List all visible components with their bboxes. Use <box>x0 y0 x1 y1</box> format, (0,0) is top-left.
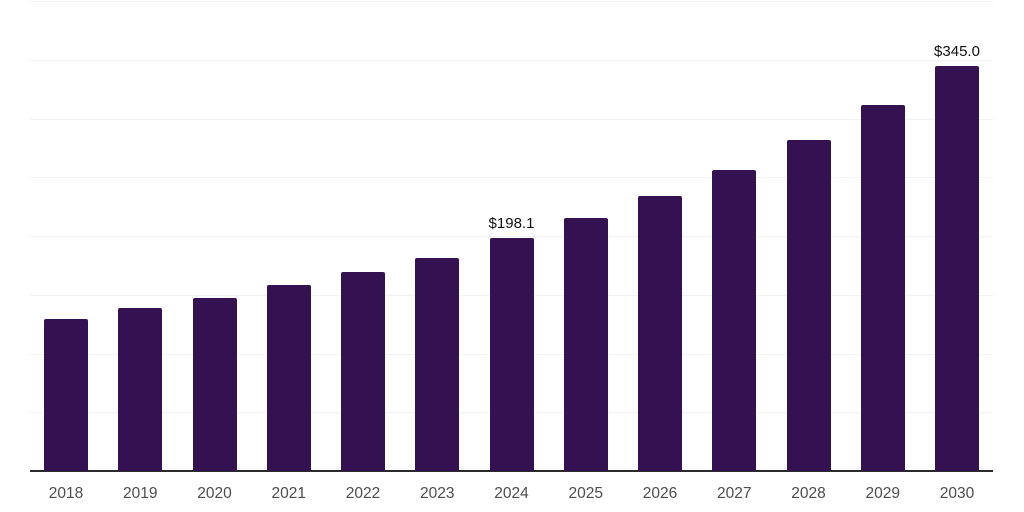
bar-2026 <box>638 195 682 471</box>
x-axis-label-2024: 2024 <box>494 485 529 502</box>
bar-2028 <box>786 140 831 471</box>
bar-value-label-2030: $345.0 <box>934 42 980 60</box>
gridline <box>30 59 993 61</box>
x-axis-label-2022: 2022 <box>345 485 381 502</box>
plot-area: $198.1 $345.0 <box>30 1 993 472</box>
bar-2021 <box>266 284 311 471</box>
bar-value-label-2024: $198.1 <box>488 215 535 233</box>
bar-2022 <box>341 271 385 471</box>
x-axis-label-2020: 2020 <box>197 485 232 502</box>
gridline <box>30 118 993 120</box>
bar-2018 <box>44 318 88 471</box>
x-axis-label-2028: 2028 <box>791 485 826 502</box>
x-axis-label-2018: 2018 <box>48 485 84 502</box>
bar-2029 <box>860 105 905 471</box>
x-axis-label-2026: 2026 <box>642 485 678 502</box>
gridline <box>30 236 993 237</box>
bar-2027 <box>712 170 757 471</box>
gridline <box>30 1 993 2</box>
bar-2023 <box>415 257 460 471</box>
x-axis-label-2019: 2019 <box>123 485 158 502</box>
x-axis-label-2025: 2025 <box>568 485 603 502</box>
bar-2019 <box>118 308 163 471</box>
bar-2024 <box>489 238 534 471</box>
x-axis-label-2030: 2030 <box>939 485 975 502</box>
x-axis-label-2027: 2027 <box>717 485 752 502</box>
x-axis-line <box>30 470 993 472</box>
bar-2025 <box>563 218 608 471</box>
bar-2030 <box>935 65 979 471</box>
bar-2020 <box>192 297 237 471</box>
gridline <box>30 177 993 179</box>
x-axis-label-2021: 2021 <box>271 485 306 502</box>
x-axis-label-2023: 2023 <box>420 485 455 502</box>
x-axis-label-2029: 2029 <box>865 485 900 502</box>
